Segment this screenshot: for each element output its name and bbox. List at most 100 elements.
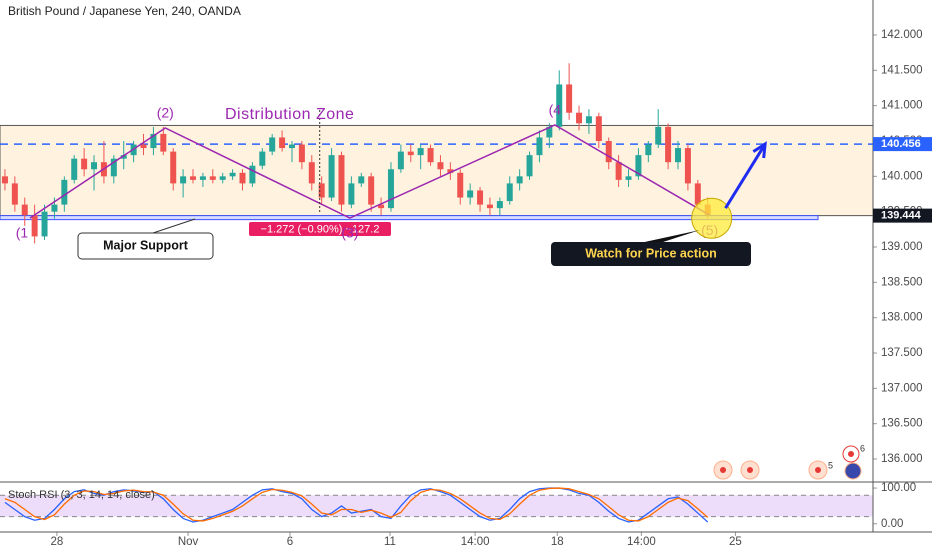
candle-body: [190, 176, 197, 180]
candle-body: [1, 176, 8, 184]
arrow-head: [752, 141, 767, 159]
chart-title: British Pound / Japanese Yen, 240, OANDA: [8, 4, 241, 18]
y-tick-label: 138.500: [881, 276, 923, 288]
candle-body: [694, 183, 701, 205]
watch-circle: [691, 197, 733, 239]
indicator-tick-label: 0.00: [881, 518, 903, 530]
y-tick-label: 139.000: [881, 241, 923, 253]
arrow-line: [724, 143, 767, 209]
candle-body: [397, 151, 404, 170]
candle-body: [120, 155, 127, 159]
candle-body: [298, 144, 305, 163]
candle-body: [91, 162, 98, 170]
candle-body: [288, 144, 295, 149]
candle-body: [328, 155, 335, 198]
wave-label: (1: [16, 225, 29, 241]
y-tick-label: 136.500: [881, 418, 923, 430]
wave-label: (2): [157, 105, 174, 121]
candle-body: [269, 137, 276, 152]
candle-body: [249, 165, 256, 184]
candle-body: [516, 176, 523, 184]
distribution-zone: [0, 124, 874, 217]
x-tick-label: 18: [551, 536, 564, 548]
candle-body: [21, 204, 28, 216]
support-line: [0, 215, 819, 221]
price-tag: [873, 137, 932, 152]
candle-body: [655, 126, 662, 145]
candle-body: [378, 204, 385, 209]
candle-body: [259, 151, 266, 166]
candle-body: [348, 183, 355, 205]
candle-body: [615, 162, 622, 180]
candle-body: [209, 176, 216, 180]
candle-body: [229, 172, 236, 177]
x-tick-label: Nov: [178, 536, 199, 548]
candle-body: [486, 204, 493, 209]
wave-line: [29, 124, 711, 219]
candle-body: [199, 176, 206, 180]
event-count: 6: [860, 443, 865, 453]
measure-text: −1.272 (−0.90%) −127.2: [261, 223, 380, 235]
event-dot: [720, 467, 726, 473]
candle-body: [665, 126, 672, 163]
event-count: 5: [828, 460, 833, 470]
candle-body: [318, 183, 325, 198]
action-box: [551, 242, 751, 266]
candle-body: [31, 215, 38, 237]
x-tick-label: 25: [729, 536, 742, 548]
candle-body: [635, 155, 642, 177]
candle-body: [81, 158, 88, 170]
candle-body: [496, 201, 503, 209]
y-tick-label: 141.000: [881, 100, 923, 112]
wave-label: (4: [549, 102, 562, 118]
action-label: Watch for Price action: [585, 246, 717, 260]
candle-body: [605, 140, 612, 163]
y-tick-label: 136.000: [881, 453, 923, 465]
event-flag: [844, 462, 862, 480]
candle-body: [536, 137, 543, 156]
candle-body: [338, 155, 345, 205]
event-dot: [747, 467, 753, 473]
wave-label: (3): [341, 225, 358, 241]
price-tag-label: 139.444: [881, 210, 922, 222]
candle-body: [387, 169, 394, 209]
measure-tag: [249, 222, 391, 236]
candle-body: [684, 148, 691, 184]
candle-body: [160, 133, 167, 152]
y-tick-label: 141.500: [881, 64, 923, 76]
candle-body: [11, 183, 18, 205]
support-label: Major Support: [103, 238, 189, 252]
candle-body: [645, 144, 652, 156]
price-tag: [873, 208, 932, 223]
y-tick-label: 140.000: [881, 170, 923, 182]
candle-body: [585, 116, 592, 124]
candle-body: [140, 144, 147, 149]
candle-body: [219, 176, 226, 180]
callout-box: [77, 232, 214, 260]
event-dot: [815, 467, 821, 473]
candle-body: [407, 151, 414, 156]
x-tick-label: 28: [51, 536, 64, 548]
y-tick-label: 138.000: [881, 312, 923, 324]
x-tick-label: 14:00: [627, 536, 656, 548]
indicator-line: [4, 487, 709, 523]
candle-body: [457, 172, 464, 198]
candle-body: [170, 151, 177, 184]
candle-body: [51, 204, 58, 212]
x-tick-label: 14:00: [461, 536, 490, 548]
candle-body: [556, 84, 563, 127]
candle-body: [437, 162, 444, 170]
candle-body: [427, 148, 434, 163]
candle-body: [417, 148, 424, 156]
candle-body: [71, 158, 78, 180]
candle-body: [566, 84, 573, 113]
candle-body: [180, 176, 187, 184]
candle-body: [358, 176, 365, 184]
x-tick-label: 6: [287, 536, 293, 548]
candle-body: [447, 169, 454, 173]
candle-body: [239, 172, 246, 184]
candle-body: [546, 126, 553, 138]
candle-body: [308, 162, 315, 184]
